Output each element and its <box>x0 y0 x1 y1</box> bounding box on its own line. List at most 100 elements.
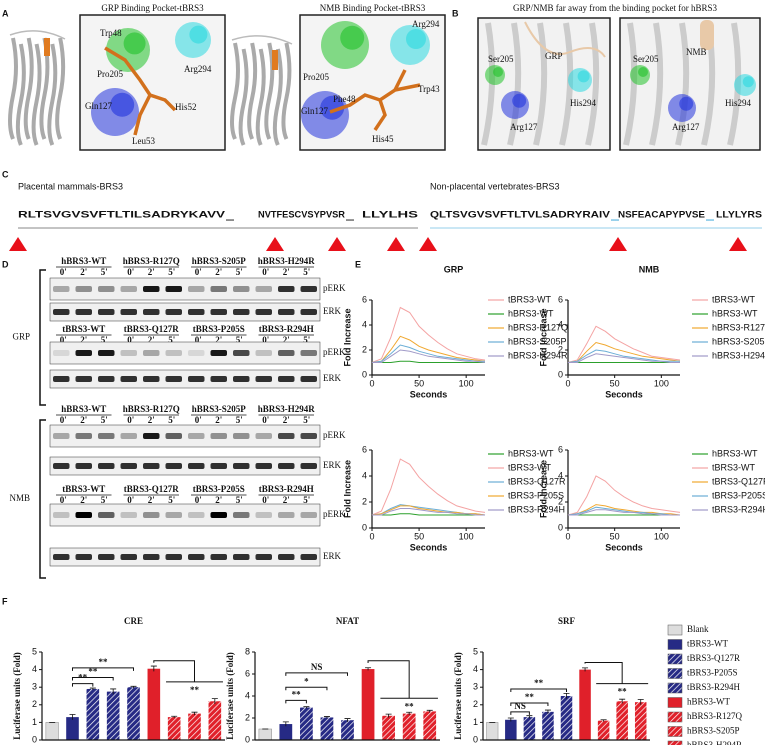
residue-surface <box>742 76 754 88</box>
helix <box>15 43 26 146</box>
residue-surface <box>340 25 365 50</box>
helix <box>507 22 522 146</box>
legend-label: Blank <box>687 624 709 634</box>
x-tick-label: 0 <box>565 531 570 541</box>
helix <box>623 22 638 146</box>
series-line <box>371 344 485 363</box>
x-tick-label: 0 <box>369 378 374 388</box>
blot-band <box>210 309 227 315</box>
legend-label: tBRS3-P205S <box>687 668 738 678</box>
gap-dot <box>706 219 708 221</box>
section-label: NMB <box>9 493 30 503</box>
blot-band <box>53 512 70 518</box>
helix <box>230 42 240 140</box>
error-bar <box>544 709 551 714</box>
blot-band <box>255 286 272 292</box>
residue-surface <box>577 70 590 83</box>
blot-band <box>53 376 70 382</box>
legend-swatch <box>667 682 683 694</box>
y-tick-label: 3 <box>32 682 37 692</box>
y-tick-label: 2 <box>558 344 563 354</box>
residue-label: Ser205 <box>488 54 514 64</box>
panel-label: C <box>2 169 9 179</box>
x-tick-label: 100 <box>459 378 474 388</box>
y-tick-label: 0 <box>558 522 563 532</box>
residue-label: Arg127 <box>510 122 538 132</box>
legend-label: hBRS3-R127Q <box>687 711 743 721</box>
residue-label: Phe48 <box>333 94 356 104</box>
helix <box>47 43 58 146</box>
sig-label: ** <box>88 667 98 677</box>
blot-band <box>53 554 70 560</box>
site-marker <box>9 237 27 251</box>
bar <box>579 669 591 740</box>
blot-band <box>120 286 137 292</box>
legend-label: tBRS3-R294H <box>687 682 741 692</box>
blot-band <box>75 376 92 382</box>
time-label: 5' <box>168 335 175 345</box>
blot-strip <box>49 277 321 301</box>
residue-surface <box>110 92 135 117</box>
bar <box>279 724 293 740</box>
gap-dot <box>230 219 232 221</box>
legend-swatch <box>667 726 683 737</box>
bar <box>300 707 313 740</box>
sig-label: ** <box>534 678 544 688</box>
bar <box>597 720 610 740</box>
blot-band <box>143 463 160 469</box>
blot-band <box>98 309 115 315</box>
y-tick-label: 2 <box>473 699 478 709</box>
error-bar <box>600 719 607 722</box>
blot-band <box>210 433 227 439</box>
time-label: 5' <box>236 267 243 277</box>
site-marker <box>387 237 405 251</box>
gap-dot <box>346 219 348 221</box>
blot-band <box>278 309 295 315</box>
time-label: 2' <box>215 415 222 425</box>
error-bar <box>282 721 289 727</box>
ligand-label: NMB <box>686 47 707 57</box>
blot-band <box>278 376 295 382</box>
group-title: Non-placental vertebrates-BRS3 <box>430 181 560 191</box>
blot-band <box>210 376 227 382</box>
legend-label: tBRS3-R294H <box>712 504 765 514</box>
gap-dot <box>611 219 613 221</box>
protein-cartoon <box>230 35 293 146</box>
residue-surface <box>512 93 527 108</box>
series-line <box>371 335 486 363</box>
error-bar <box>191 711 198 716</box>
sample-label: hBRS3-R127Q <box>123 256 180 266</box>
blot-band <box>210 554 227 560</box>
y-axis-label: Fold Increase <box>342 460 352 518</box>
legend-label: hBRS3-WT <box>508 308 554 318</box>
band-label: pERK <box>323 283 346 293</box>
blot-band <box>98 433 115 439</box>
bar <box>106 691 120 740</box>
y-tick-label: 2 <box>558 496 563 506</box>
x-axis-label: Seconds <box>410 542 448 552</box>
blot-band <box>120 309 137 315</box>
series-line <box>372 508 485 516</box>
time-label: 0' <box>195 495 202 505</box>
blot-band <box>53 463 70 469</box>
bar <box>616 701 628 740</box>
site-marker <box>609 237 627 251</box>
blot-strip <box>49 547 321 567</box>
legend-label: tBRS3-WT <box>508 462 552 472</box>
blot-band <box>165 376 182 382</box>
blot-band <box>143 433 160 439</box>
residue-label: Leu53 <box>132 136 155 146</box>
sample-label: hBRS3-S205P <box>192 404 247 414</box>
y-tick-label: 4 <box>558 470 563 480</box>
time-label: 2' <box>80 495 87 505</box>
y-axis-label: Fold Increase <box>538 460 548 518</box>
blot-band <box>278 433 295 439</box>
blot-strip <box>49 503 321 527</box>
y-tick-label: 3 <box>473 682 478 692</box>
sig-label: ** <box>190 685 200 695</box>
error-bar <box>323 716 330 719</box>
helix <box>281 42 292 140</box>
bar <box>423 711 437 740</box>
sample-label: tBRS3-WT <box>62 324 105 334</box>
bar <box>505 719 517 740</box>
